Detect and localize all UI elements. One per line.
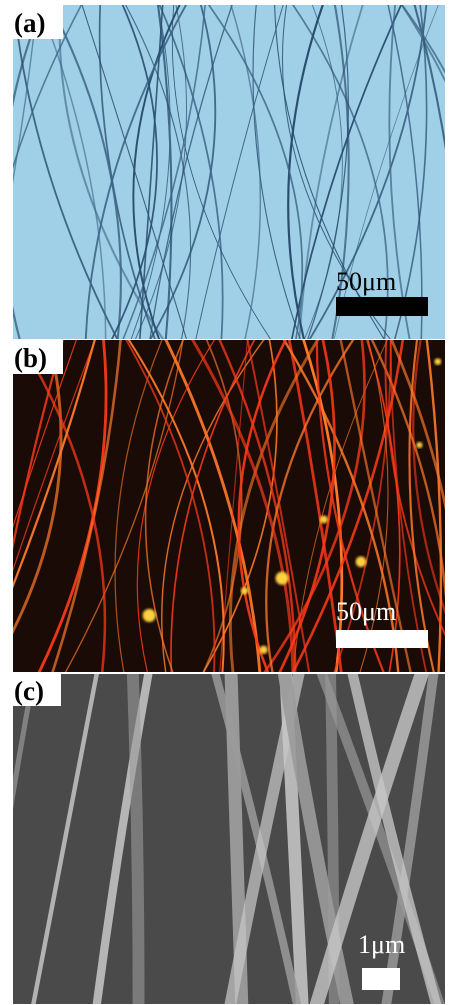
scale-bar-label: 50μm	[336, 597, 396, 626]
scale-bar	[336, 297, 428, 316]
fiber	[132, 664, 138, 1005]
scale-bar	[362, 968, 400, 990]
panel-label: (c)	[14, 676, 44, 706]
fiber	[275, 572, 288, 585]
fiber	[143, 609, 156, 622]
scale-bar-label: 1μm	[358, 930, 405, 959]
panel-label: (b)	[14, 343, 47, 373]
fiber	[434, 358, 441, 365]
panel-label: (a)	[14, 8, 45, 38]
scale-bar	[336, 630, 428, 648]
figure: (a) 50μm (b) 50μm (c) 1μm	[0, 0, 457, 1005]
scale-bar-label: 50μm	[336, 267, 396, 296]
fiber	[259, 646, 267, 654]
fiber	[356, 556, 367, 567]
fiber	[241, 587, 248, 594]
fiber	[320, 516, 328, 524]
fiber	[416, 442, 422, 448]
